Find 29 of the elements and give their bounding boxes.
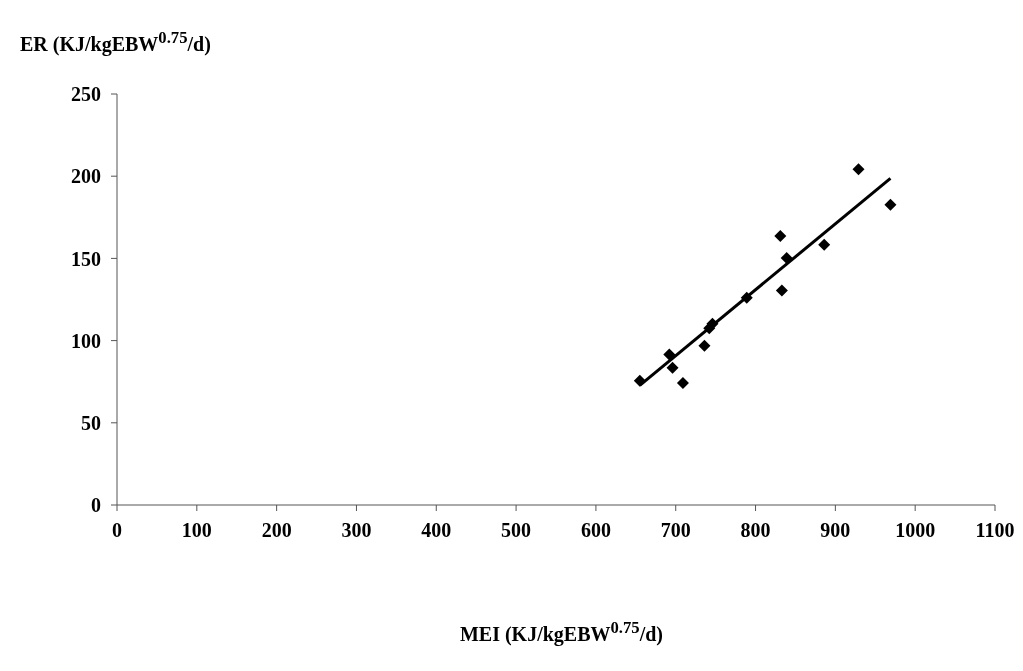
point	[698, 339, 711, 352]
x-tick-label: 500	[501, 519, 532, 542]
y-tick-label: 250	[71, 83, 101, 106]
x-tick-label: 1000	[895, 519, 936, 542]
y-tick-label: 50	[81, 411, 101, 434]
point	[676, 377, 689, 390]
x-tick-label: 900	[820, 519, 851, 542]
y-tick-label: 150	[71, 247, 101, 270]
x-tick-label: 100	[181, 519, 212, 542]
x-tick-label: 800	[740, 519, 771, 542]
point	[884, 198, 897, 211]
x-tick-label: 1100	[975, 519, 1015, 542]
x-axis-title: MEI (KJ/kgEBW$^{0.75}$/d)	[458, 618, 665, 646]
point	[774, 230, 787, 243]
x-tick-label: 600	[580, 519, 611, 542]
x-tick-label: 300	[341, 519, 372, 542]
y-axis-title: ER (KJ/kgEBW$^{0.75}$/d)	[20, 28, 211, 56]
x-tick-label: 400	[421, 519, 452, 542]
y-tick-label: 100	[71, 329, 101, 352]
x-tick-label: 700	[660, 519, 691, 542]
y-tick-label: 200	[71, 165, 101, 188]
point	[663, 348, 676, 361]
point	[775, 284, 788, 297]
y-tick-label: 0	[91, 494, 101, 517]
point	[666, 361, 679, 374]
point	[852, 163, 865, 176]
x-tick-label: 0	[112, 519, 122, 542]
x-tick-label: 200	[261, 519, 292, 542]
point	[818, 238, 831, 251]
